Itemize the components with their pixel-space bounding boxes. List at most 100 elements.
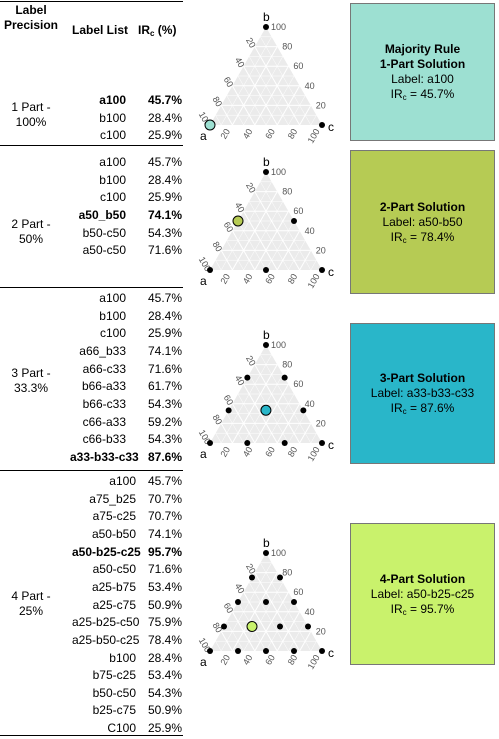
tick-label-right: 80: [282, 187, 292, 197]
tick-label-left: 80: [210, 240, 224, 254]
solution-label: Label: a50-b50: [382, 214, 463, 229]
label-point: [263, 342, 269, 348]
grid-line: [248, 201, 289, 271]
grid-line: [231, 611, 256, 652]
separator-1: [0, 145, 183, 146]
irc-value-cell: 70.7%: [147, 509, 182, 524]
irc-value-cell: 75.9%: [147, 615, 182, 630]
solution-point: [232, 215, 244, 227]
label-list-item: b75-c25: [92, 668, 136, 683]
irc-sub: c: [402, 407, 407, 416]
solution-label: Label: a50-b25-c25: [370, 586, 475, 601]
irc-value-cell: 70.7%: [147, 491, 182, 506]
tick-label-right: 40: [305, 607, 315, 617]
tick-label-bottom: 60: [263, 272, 277, 286]
label-list-item: a100: [99, 93, 126, 107]
solution-label: Label: a33-b33-c33: [370, 386, 475, 400]
label-point: [291, 648, 297, 654]
tick-label-bottom: 100: [306, 445, 322, 463]
grid-line: [243, 56, 284, 126]
label-point: [235, 648, 241, 654]
solution-box-2: 2-Part Solution Label: a50-b50 IRc = 78.…: [350, 150, 495, 294]
irc-value-cell: 25.9%: [147, 190, 182, 205]
tick-label-right: 20: [316, 100, 326, 110]
irc-value: = 78.4%: [406, 229, 455, 244]
grid-line: [310, 260, 317, 271]
irc-value-cell: 74.1%: [147, 343, 182, 358]
grid-line: [248, 582, 289, 652]
label-point: [277, 574, 283, 581]
tick-label-bottom: 100: [306, 653, 322, 671]
label-point: [300, 407, 307, 414]
grid-line: [226, 413, 244, 444]
tick-label-left: 60: [222, 393, 236, 407]
solution-title: 4-Part Solution: [379, 571, 466, 586]
grid-line: [276, 230, 301, 271]
grid-line: [215, 641, 222, 652]
solution-box-1: Majority Rule 1-Part Solution Label: a10…: [350, 3, 495, 141]
solution-irc: IRc = 45.7%: [391, 87, 455, 102]
irc-value-cell: 53.4%: [147, 668, 182, 683]
irc-value-cell: 50.9%: [147, 597, 182, 612]
label-point: [221, 623, 227, 630]
vertex-label-c: c: [328, 120, 334, 134]
tick-label-bottom: 40: [241, 272, 255, 286]
tick-label-left: 80: [210, 413, 224, 427]
label-list-item: c100: [99, 128, 126, 143]
irc-value: = 87.6%: [406, 401, 455, 415]
label-point: [225, 407, 232, 414]
grid-line: [220, 105, 233, 126]
irc-value-cell: 45.7%: [147, 93, 182, 107]
irc-value-cell: 25.9%: [147, 326, 182, 341]
label-point: [263, 267, 269, 273]
tick-label-bottom: 20: [218, 127, 232, 141]
irc-value-cell: 71.6%: [147, 243, 182, 258]
tick-label-left: 40: [233, 582, 247, 596]
tick-label-bottom: 40: [241, 445, 255, 459]
irc-prefix: IR: [390, 87, 403, 101]
label-point: [263, 648, 269, 654]
label-list-item: b100: [99, 308, 126, 323]
label-list-item: b100: [99, 110, 126, 125]
solution-title: 3-Part Solution: [379, 371, 466, 385]
solution-irc: IRc = 95.7%: [391, 602, 455, 617]
irc-sub: c: [402, 607, 407, 617]
grid-line: [231, 403, 256, 444]
grid-line: [248, 56, 289, 126]
irc-value-cell: 71.6%: [147, 562, 182, 577]
label-point: [281, 440, 288, 446]
irc-value-cell: 28.4%: [147, 172, 182, 187]
grid-line: [265, 393, 295, 444]
grid-line: [220, 423, 233, 444]
label-point: [244, 440, 251, 446]
tick-label-bottom: 60: [263, 445, 277, 459]
tick-label-right: 20: [316, 245, 326, 255]
grid-line: [220, 354, 272, 444]
tick-label-left: 40: [233, 374, 247, 388]
vertex-label-c: c: [328, 646, 334, 660]
irc-prefix: IR: [390, 229, 403, 244]
label-list-item: a66-c33: [82, 361, 126, 376]
tick-label-right: 40: [305, 226, 315, 236]
irc-value-cell: 95.7%: [147, 544, 182, 559]
tick-label-bottom: 60: [263, 653, 277, 667]
irc-prefix: IR: [390, 601, 403, 616]
tick-label-right: 80: [282, 360, 292, 370]
label-list-item: c66-a33: [82, 414, 126, 429]
label-list-item: a50-c50: [82, 243, 126, 258]
irc-value-cell: 45.7%: [147, 291, 182, 305]
grid-line: [299, 423, 312, 444]
tick-label-right: 100: [271, 548, 286, 558]
tick-label-bottom: 100: [306, 272, 322, 290]
vertex-label-a: a: [200, 655, 207, 669]
label-point: [263, 169, 269, 175]
irc-value-cell: 54.3%: [147, 685, 182, 700]
tick-label-left: 20: [244, 36, 258, 50]
header-ir-sub: c: [150, 29, 155, 38]
label-list-item: a75_b25: [89, 491, 136, 506]
grid-line: [237, 75, 267, 126]
grid-line: [276, 611, 301, 652]
